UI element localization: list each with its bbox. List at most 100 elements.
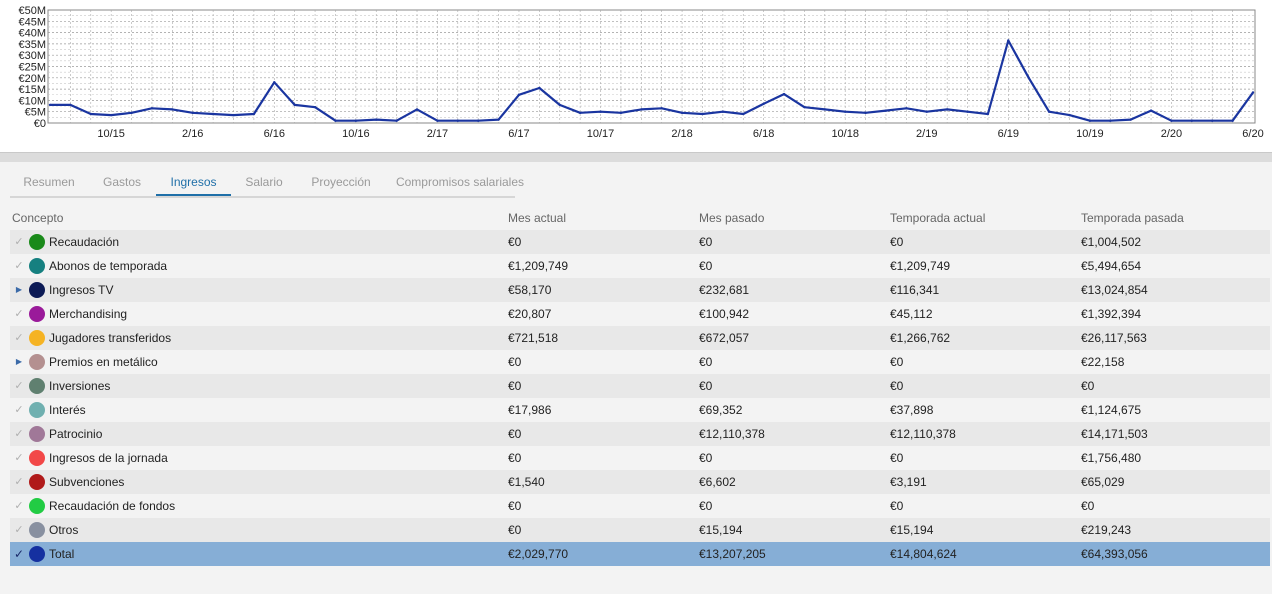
data-point[interactable] [823, 108, 827, 111]
data-point[interactable] [803, 105, 806, 109]
table-row[interactable]: ✓ Interés €17,986 €69,352 €37,898 €1,124,675 [10, 398, 1270, 422]
table-row[interactable]: ✓ Ingresos de la jornada €0 €0 €0 €1,756,480 [10, 446, 1270, 470]
data-point[interactable] [538, 86, 541, 90]
tab-salario[interactable]: Salario [245, 175, 283, 189]
tick-icon[interactable]: ✓ [14, 332, 24, 344]
data-point[interactable] [171, 108, 174, 111]
data-point[interactable] [232, 113, 235, 117]
data-point[interactable] [48, 103, 52, 107]
data-point[interactable] [1211, 119, 1214, 122]
header-mes-actual[interactable]: Mes actual [508, 211, 567, 225]
data-point[interactable] [109, 113, 113, 117]
data-point[interactable] [1109, 119, 1112, 122]
data-point[interactable] [742, 112, 745, 116]
data-point[interactable] [89, 112, 92, 116]
header-concepto[interactable]: Concepto [12, 211, 64, 225]
data-point[interactable] [721, 110, 725, 113]
data-point[interactable] [844, 110, 847, 113]
data-point[interactable] [436, 119, 439, 122]
tick-icon[interactable]: ✓ [14, 260, 24, 272]
table-row[interactable]: ✓ Merchandising €20,807 €100,942 €45,112 €1,3… [10, 302, 1270, 326]
data-point[interactable] [1088, 119, 1092, 122]
data-point[interactable] [1047, 110, 1051, 113]
data-point[interactable] [293, 103, 296, 107]
data-point[interactable] [599, 110, 602, 113]
data-point[interactable] [1231, 119, 1234, 122]
data-point[interactable] [578, 111, 582, 115]
panel-divider[interactable] [0, 152, 1272, 162]
tab-resumen[interactable]: Resumen [23, 175, 75, 189]
data-point[interactable] [1007, 39, 1010, 42]
data-point[interactable] [701, 112, 704, 116]
data-point[interactable] [1251, 91, 1255, 94]
tab-ingresos[interactable]: Ingresos [156, 170, 231, 196]
table-row[interactable]: ✓ Inversiones €0 €0 €0 €0 [10, 374, 1270, 398]
tick-icon[interactable]: ✓ [14, 380, 24, 392]
header-temporada-actual[interactable]: Temporada actual [890, 211, 986, 225]
data-point[interactable] [69, 103, 72, 107]
data-point[interactable] [1190, 119, 1194, 122]
data-point[interactable] [782, 92, 786, 96]
data-point[interactable] [640, 108, 643, 111]
data-point[interactable] [864, 111, 867, 115]
data-point[interactable] [925, 110, 928, 113]
tick-icon[interactable]: ✓ [14, 500, 24, 512]
data-point[interactable] [558, 103, 561, 107]
table-row[interactable]: ✓ Subvenciones €1,540 €6,602 €3,191 €65,029 [10, 470, 1270, 494]
tab-gastos[interactable]: Gastos [102, 175, 141, 189]
data-point[interactable] [966, 110, 969, 113]
data-point[interactable] [1068, 113, 1071, 117]
data-point[interactable] [762, 102, 765, 105]
data-point[interactable] [252, 112, 256, 116]
data-point[interactable] [191, 111, 194, 115]
data-point[interactable] [986, 112, 990, 116]
data-point[interactable] [619, 111, 623, 115]
checkmark-icon[interactable]: ✓ [13, 547, 25, 561]
tick-icon[interactable]: ✓ [14, 524, 24, 536]
data-point[interactable] [945, 108, 949, 111]
data-point[interactable] [313, 105, 317, 109]
data-point[interactable] [905, 107, 908, 110]
data-point[interactable] [1170, 119, 1173, 122]
table-row[interactable]: ▶ Ingresos TV €58,170 €232,681 €116,341 €13,0… [10, 278, 1270, 302]
expand-arrow-icon[interactable]: ▶ [15, 357, 23, 366]
data-point[interactable] [395, 119, 398, 122]
data-point[interactable] [130, 111, 133, 115]
tick-icon[interactable]: ✓ [14, 452, 24, 464]
data-point[interactable] [1027, 76, 1030, 80]
data-point[interactable] [456, 119, 459, 122]
data-point[interactable] [884, 109, 888, 112]
table-row[interactable]: ✓ Patrocinio €0 €12,110,378 €12,110,378 €14,1… [10, 422, 1270, 446]
data-point[interactable] [375, 118, 378, 121]
table-row[interactable]: ✓ Abonos de temporada €1,209,749 €0 €1,209,7… [10, 254, 1270, 278]
table-row[interactable]: ✓ Otros €0 €15,194 €15,194 €219,243 [10, 518, 1270, 542]
tick-icon[interactable]: ✓ [14, 428, 24, 440]
data-point[interactable] [1129, 118, 1132, 121]
table-row[interactable]: ▶ Premios en metálico €0 €0 €0 €22,158 [10, 350, 1270, 374]
data-point[interactable] [150, 107, 154, 110]
expand-arrow-icon[interactable]: ▶ [15, 285, 23, 294]
header-mes-pasado[interactable]: Mes pasado [699, 211, 765, 225]
data-point[interactable] [680, 111, 684, 115]
tick-icon[interactable]: ✓ [14, 308, 24, 320]
data-point[interactable] [415, 108, 419, 111]
header-temporada-pasada[interactable]: Temporada pasada [1081, 211, 1184, 225]
tick-icon[interactable]: ✓ [14, 476, 24, 488]
tab-compromisos-salariales[interactable]: Compromisos salariales [395, 175, 525, 189]
data-point[interactable] [211, 112, 215, 116]
table-row[interactable]: ✓ Recaudación de fondos €0 €0 €0 €0 [10, 494, 1270, 518]
data-point[interactable] [1149, 109, 1153, 112]
data-point[interactable] [517, 93, 521, 96]
table-row[interactable]: ✓ Jugadores transferidos €721,518 €672,057 €… [10, 326, 1270, 350]
data-point[interactable] [334, 119, 337, 122]
data-point[interactable] [497, 118, 500, 121]
tab-proyección[interactable]: Proyección [311, 175, 371, 189]
data-point[interactable] [660, 107, 663, 110]
data-point[interactable] [273, 81, 276, 84]
tick-icon[interactable]: ✓ [14, 404, 24, 416]
data-point[interactable] [476, 119, 480, 122]
table-row[interactable]: ✓ Recaudación €0 €0 €0 €1,004,502 [10, 230, 1270, 254]
tick-icon[interactable]: ✓ [14, 236, 24, 248]
table-row-total[interactable]: ✓ Total €2,029,770 €13,207,205 €14,804,624 €6… [10, 542, 1270, 566]
data-point[interactable] [354, 119, 358, 122]
